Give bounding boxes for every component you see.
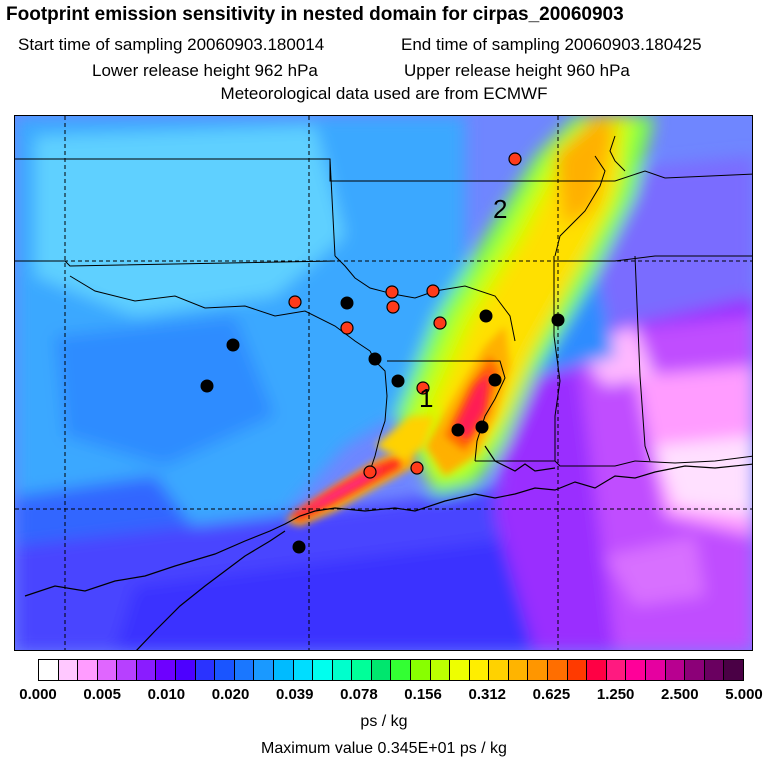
colorbar-swatch	[273, 660, 294, 680]
colorbar-tick-label: 0.000	[19, 686, 57, 703]
colorbar-swatch	[626, 660, 646, 680]
black-marker	[200, 379, 214, 393]
colorbar-tick-label: 0.625	[532, 686, 571, 703]
colorbar-swatch	[665, 660, 686, 680]
colorbar-swatch	[97, 660, 118, 680]
colorbar-swatch	[371, 660, 392, 680]
colorbar-swatch	[606, 660, 627, 680]
red-marker	[410, 461, 424, 475]
grid-lines	[15, 116, 752, 650]
lower-height-label: Lower release height 962 hPa	[92, 61, 318, 80]
colorbar-swatch	[215, 660, 235, 680]
colorbar-swatch	[39, 660, 59, 680]
colorbar-swatch	[724, 660, 743, 680]
red-marker	[416, 381, 430, 395]
colorbar-swatch	[117, 660, 137, 680]
colorbar-tick-label: 1.250	[596, 686, 635, 703]
start-time-label: Start time of sampling 20060903.180014	[18, 35, 325, 54]
colorbar-tick-label: 0.039	[275, 686, 314, 703]
black-marker	[551, 313, 565, 327]
colorbar-swatch	[391, 660, 411, 680]
plume-core	[285, 326, 510, 526]
region-label-2: 2	[493, 194, 507, 224]
colorbar-swatch	[685, 660, 705, 680]
black-marker	[391, 374, 405, 388]
colorbar-tick-label: 2.500	[661, 686, 699, 703]
colorbar-tick-label: 5.000	[725, 686, 763, 703]
colorbar-swatch	[332, 660, 353, 680]
colorbar-tick-label: 0.005	[83, 686, 121, 703]
maximum-value-label: Maximum value 0.345E+01 ps / kg	[261, 740, 507, 757]
map-title: Footprint emission sensitivity in nested…	[6, 4, 624, 25]
black-marker	[475, 420, 489, 434]
colorbar-swatch	[176, 660, 196, 680]
black-marker	[451, 423, 465, 437]
black-marker	[368, 352, 382, 366]
colorbar-tick-label: 0.156	[404, 686, 442, 703]
colorbar-swatch	[528, 660, 549, 680]
colorbar-tick-label: 0.312	[468, 686, 507, 703]
coastline	[24, 445, 752, 650]
footprint-map: 1 2	[14, 115, 753, 651]
black-marker	[479, 309, 493, 323]
colorbar-tick-label: 0.078	[340, 686, 378, 703]
region-label-1: 1	[419, 383, 433, 413]
red-marker	[426, 284, 440, 298]
colorbar-swatch	[410, 660, 431, 680]
red-marker	[508, 152, 522, 166]
colorbar-swatch	[645, 660, 666, 680]
red-marker	[433, 316, 447, 330]
black-marker	[226, 338, 240, 352]
colorbar-swatch	[293, 660, 314, 680]
colorbar	[38, 659, 744, 681]
colorbar-swatch	[195, 660, 216, 680]
colorbar-swatch	[450, 660, 470, 680]
colorbar-tick-label: 0.020	[211, 686, 250, 703]
met-data-label: Meteorological data used are from ECMWF	[220, 84, 548, 103]
colorbar-swatch	[254, 660, 274, 680]
units-label: ps / kg	[360, 713, 408, 730]
colorbar-tick-label: 0.010	[147, 686, 186, 703]
black-marker	[340, 296, 354, 310]
colorbar-swatch	[567, 660, 588, 680]
map-svg: 1 2	[15, 116, 752, 650]
end-time-label: End time of sampling 20060903.180425	[401, 35, 702, 54]
black-marker	[292, 540, 306, 554]
colorbar-swatch	[136, 660, 157, 680]
colorbar-swatch	[352, 660, 372, 680]
upper-height-label: Upper release height 960 hPa	[404, 61, 630, 80]
colorbar-swatch	[234, 660, 255, 680]
colorbar-swatch	[58, 660, 79, 680]
emission-field	[15, 116, 752, 650]
red-marker	[386, 300, 400, 314]
colorbar-swatch	[313, 660, 333, 680]
colorbar-swatch	[469, 660, 490, 680]
red-markers	[288, 152, 522, 479]
red-marker	[385, 285, 399, 299]
colorbar-swatch	[508, 660, 529, 680]
colorbar-swatch	[430, 660, 451, 680]
red-marker	[288, 295, 302, 309]
black-marker	[488, 373, 502, 387]
black-markers	[200, 296, 565, 554]
colorbar-swatch	[156, 660, 177, 680]
colorbar-swatch	[78, 660, 98, 680]
red-marker	[340, 321, 354, 335]
colorbar-swatch	[587, 660, 607, 680]
colorbar-swatch	[548, 660, 568, 680]
colorbar-swatch	[704, 660, 725, 680]
colorbar-swatch	[489, 660, 509, 680]
red-marker	[363, 465, 377, 479]
